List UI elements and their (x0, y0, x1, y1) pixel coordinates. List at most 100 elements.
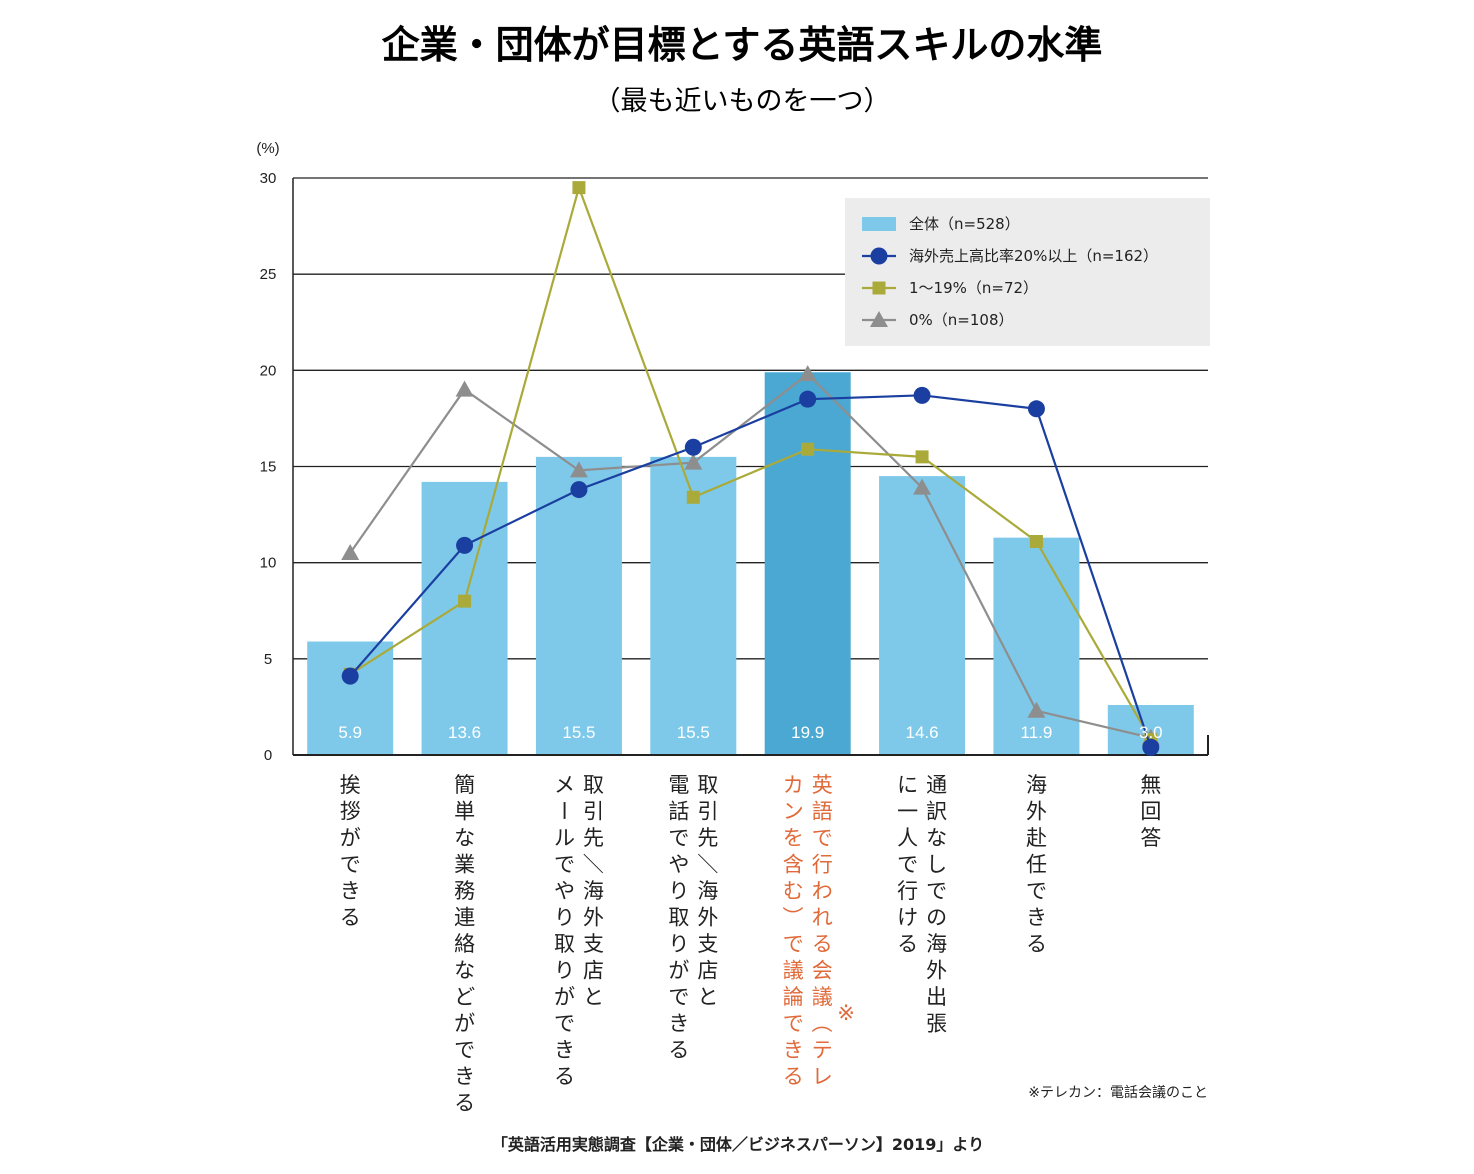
category-char-4-0-4: わ (812, 879, 833, 903)
category-char-4-1-6: で (783, 932, 804, 956)
category-char-2-1-1: ー (551, 800, 575, 821)
category-char-2-1-11: る (554, 1065, 575, 1089)
category-char-5-1-2: 人 (897, 826, 918, 850)
category-char-4-1-0: カ (783, 773, 804, 797)
category-char-2-0-1: 引 (583, 800, 604, 824)
category-char-3-1-8: で (668, 985, 689, 1009)
category-char-4-0-1: 語 (812, 800, 833, 824)
category-char-4-0-6: る (812, 932, 833, 956)
category-char-4-0-8: 議 (812, 985, 833, 1009)
category-char-4-1-5: ） (780, 906, 804, 927)
category-char-3-0-4: 海 (697, 879, 718, 903)
category-char-4-0-3: 行 (812, 853, 833, 877)
category-char-4-1-2: を (783, 826, 804, 850)
category-char-6-0-3: 任 (1026, 853, 1047, 877)
category-label-layer: 挨拶ができる簡単な業務連絡などができる取引先／海外支店とメールでやり取りができる… (340, 773, 1162, 1115)
bar-value-label-4: 19.9 (791, 723, 824, 742)
category-char-5-0-6: 海 (926, 932, 947, 956)
bar-label-layer: 5.9 13.6 15.5 15.5 19.9 14.6 11.9 3.0 (338, 723, 1162, 742)
bar-value-label-1: 13.6 (448, 723, 481, 742)
y-tick-label-20: 20 (260, 362, 277, 379)
category-char-2-0-8: と (583, 985, 604, 1009)
series-point-circle-4 (799, 390, 817, 408)
category-char-0-0-2: が (340, 826, 361, 850)
series-point-triangle-3 (684, 453, 703, 470)
category-char-4-0-0: 英 (812, 773, 833, 797)
series-point-square-6 (1029, 535, 1043, 549)
category-char-3-0-5: 外 (697, 906, 718, 930)
bar-5 (879, 476, 966, 755)
category-char-2-0-0: 取 (583, 773, 604, 797)
category-char-5-0-3: し (926, 853, 947, 877)
legend: 全体（n=528） 海外売上高比率20%以上（n=162） 1〜19%（n=72） 0… (845, 198, 1210, 346)
bar-3 (650, 456, 737, 755)
category-char-5-1-4: 行 (897, 879, 918, 903)
legend-swatch-marker-circle (870, 247, 888, 265)
y-tick-label-15: 15 (260, 459, 277, 476)
y-tick-label-0: 0 (264, 747, 272, 764)
series-point-circle-3 (684, 438, 702, 456)
series-point-triangle-6 (1027, 701, 1046, 718)
category-char-2-0-6: 支 (583, 932, 604, 956)
category-char-3-1-3: や (668, 853, 689, 877)
category-char-2-0-2: 先 (583, 826, 604, 850)
category-char-3-1-1: 話 (668, 800, 689, 824)
category-char-4-0-11: レ (812, 1065, 833, 1089)
series-point-square-5 (915, 450, 929, 464)
category-char-1-0-8: ど (454, 985, 475, 1009)
legend-swatch-marker-triangle (870, 311, 888, 327)
bar-layer (307, 372, 1194, 755)
series-point-circle-2 (570, 481, 588, 499)
category-char-5-0-2: な (926, 826, 947, 850)
series-point-circle-0 (341, 667, 359, 685)
axis-layer (292, 178, 1209, 756)
category-char-3-0-1: 引 (697, 800, 718, 824)
category-char-0-0-4: き (340, 879, 361, 903)
category-char-4-0-5: れ (812, 906, 833, 930)
category-char-2-1-4: や (554, 879, 575, 903)
y-tick-label-25: 25 (260, 266, 277, 283)
series-line-circle (349, 394, 1152, 748)
category-char-6-0-4: で (1026, 879, 1047, 903)
category-char-7-0-1: 回 (1140, 800, 1161, 824)
footnote: ※テレカン：電話会議のこと (1028, 1084, 1208, 1101)
series-line-triangle (349, 372, 1152, 739)
category-char-2-1-9: で (554, 1012, 575, 1036)
category-char-5-0-5: の (926, 906, 947, 930)
category-char-3-0-8: と (697, 985, 718, 1009)
legend-label-0: 全体（n=528） (909, 215, 1020, 233)
category-char-2-1-8: が (554, 985, 575, 1009)
category-char-3-1-9: き (668, 1012, 689, 1036)
category-char-7-0-2: 答 (1140, 826, 1161, 850)
category-char-4-0-2: で (812, 826, 833, 850)
category-char-5-0-1: 訳 (926, 800, 947, 824)
series-point-triangle-5 (913, 478, 932, 495)
legend-swatch-bar (862, 217, 896, 231)
category-char-3-0-6: 支 (697, 932, 718, 956)
series-line-square (349, 184, 1152, 741)
category-char-2-0-4: 海 (583, 879, 604, 903)
series-point-triangle-1 (455, 380, 474, 397)
bar-value-label-6: 11.9 (1021, 723, 1053, 742)
y-tick-label-10: 10 (260, 555, 277, 572)
source-note: 「英語活用実態調査【企業・団体／ビジネスパーソン】2019」より (492, 1135, 984, 1154)
category-char-4-1-7: 議 (783, 959, 804, 983)
category-char-1-0-10: で (454, 1038, 475, 1062)
bar-1 (421, 481, 508, 755)
series-point-circle-7 (1142, 738, 1160, 756)
category-char-4-1-4: む (783, 879, 804, 903)
series-point-circle-1 (456, 536, 474, 554)
footnote-mark: ※ (837, 1001, 855, 1025)
category-char-6-0-1: 外 (1026, 800, 1047, 824)
category-char-2-1-6: 取 (554, 932, 575, 956)
series-point-triangle-4 (798, 365, 817, 382)
category-char-0-0-5: る (340, 906, 361, 930)
category-char-2-1-0: メ (554, 773, 575, 797)
category-char-4-1-9: で (783, 1012, 804, 1036)
category-char-3-1-5: 取 (668, 906, 689, 930)
category-char-1-0-6: 絡 (454, 932, 475, 956)
category-char-5-1-0: に (897, 773, 918, 797)
category-char-5-0-9: 張 (926, 1012, 947, 1036)
category-char-1-0-4: 務 (454, 879, 475, 903)
y-axis-unit-label: (%) (256, 140, 279, 157)
